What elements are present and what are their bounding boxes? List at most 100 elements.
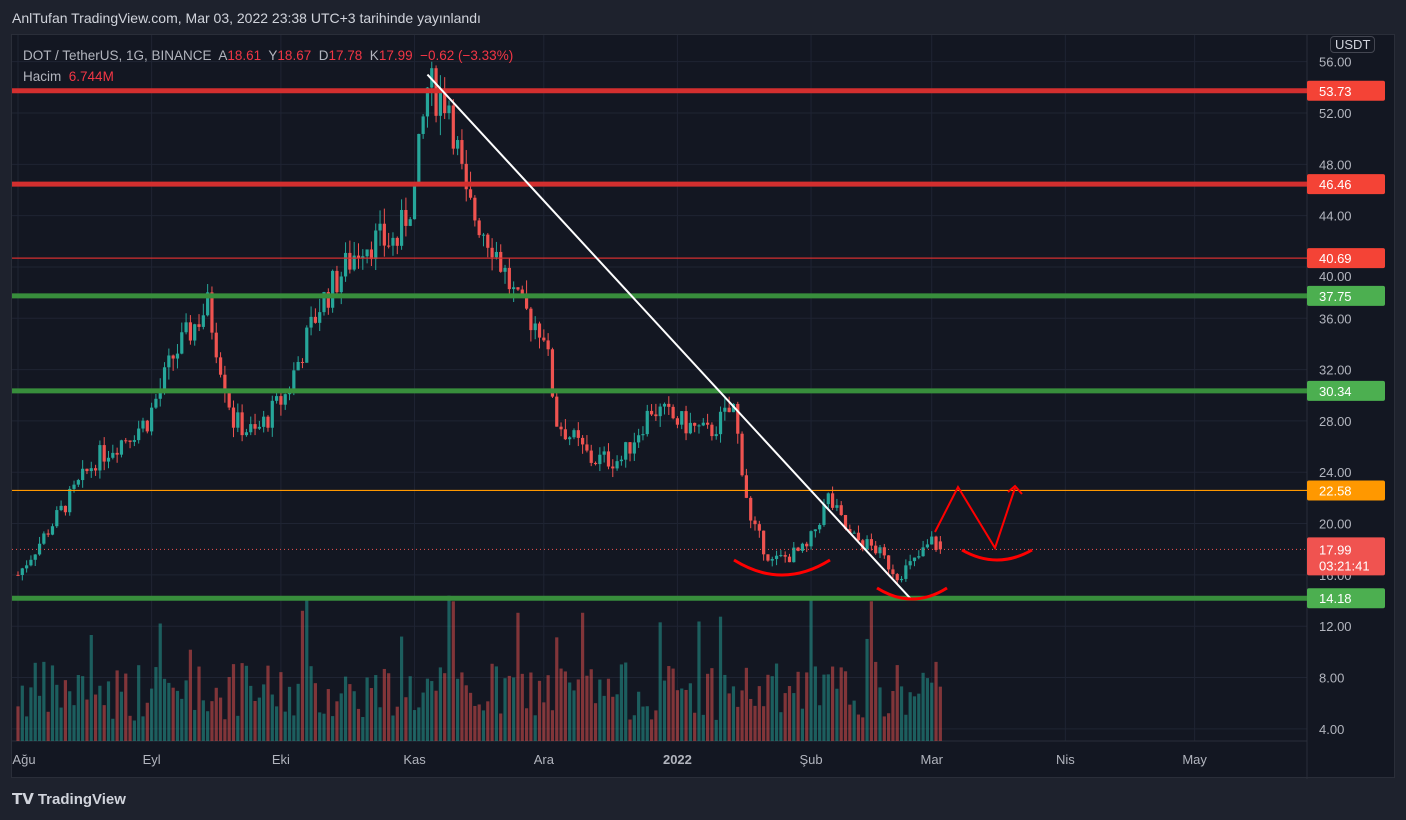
change-value: −0.62 (−3.33%) [420,48,514,63]
volume-bar [654,710,658,741]
volume-bar [305,600,309,741]
candle-body [89,468,93,472]
candle-body [50,526,55,535]
candle-body [318,312,322,323]
candle-body [412,183,417,220]
candle-body [826,493,830,505]
symbol-label[interactable]: DOT / TetherUS, 1G, BINANCE [23,48,212,63]
candle-body [55,510,59,527]
level-tag-label: 37.75 [1319,289,1352,304]
volume-bar [68,691,72,741]
open-value: 18.61 [227,48,262,63]
y-tick-label: 40.00 [1319,269,1352,284]
volume-bar [167,682,171,741]
volume-bar [572,690,576,741]
volume-bar [309,666,313,741]
candle-body [145,420,149,432]
volume-bar [214,687,218,741]
y-tick-label: 36.00 [1319,311,1352,326]
candle-body [305,327,309,363]
open-label: A [218,48,228,63]
volume-bar [175,690,180,741]
candle-body [231,407,236,428]
volume-bar [180,698,184,741]
volume-bar [425,678,430,741]
volume-bar [800,708,805,741]
volume-bar [279,672,283,741]
volume-bar [253,700,257,741]
candle-body [736,403,740,434]
volume-bar [848,704,852,741]
volume-bar [839,667,843,741]
tradingview-logo[interactable]: 𝗧𝗩 TradingView [12,790,126,809]
level-tag [1307,80,1385,101]
candle-body [637,435,641,443]
volume-bar [369,688,374,741]
trend-line [426,73,911,599]
candle-body [158,388,162,399]
candle-body [270,400,274,428]
volume-bar [887,713,891,741]
volume-bar [132,720,136,741]
volume-bar [899,686,904,741]
price-chart[interactable]: 56.00 52.00 48.00 44.00 40.00 36.00 32.00 28.00… [12,35,1396,779]
candle-body [856,532,861,541]
countdown-label: 03:21:41 [1319,558,1370,573]
arc-drawing [876,586,948,601]
volume-bar [89,634,93,741]
volume-bar [33,662,37,741]
volume-bar [563,671,567,741]
volume-bar [365,677,369,741]
volume-bar [568,682,572,741]
volume-bar [688,683,692,741]
volume-bar [218,697,223,741]
candle-body [477,220,481,236]
candle-body [895,574,899,581]
y-tick-label: 56.00 [1319,55,1352,70]
currency-button[interactable]: USDT [1330,36,1376,53]
candle-body [154,398,158,408]
volume-bar [576,679,580,741]
candle-body [800,543,805,551]
candle-body [805,543,809,547]
volume-bar [184,680,188,741]
candle-body [193,324,197,341]
candle-body [546,340,550,350]
candle-body [581,437,585,445]
candle-body [124,440,128,442]
volume-bar [115,670,119,741]
candle-body [925,544,930,548]
zigzag-projection [934,484,1023,551]
candle-body [408,219,412,226]
candle-body [753,520,757,525]
volume-bar [102,705,106,741]
volume-bar [438,667,442,741]
candle-body [456,140,460,149]
volume-bar [585,675,589,741]
logo-text: TradingView [37,790,126,808]
candle-body [98,445,102,471]
volume-label[interactable]: Hacim [23,69,62,84]
level-tag-label: 22.58 [1319,483,1352,498]
volume-bar [598,679,602,741]
volume-bar [206,711,210,741]
x-tick-label: Ara [534,752,555,767]
volume-bar [878,687,882,741]
volume-bar [59,707,63,741]
chart-frame[interactable]: 56.00 52.00 48.00 44.00 40.00 36.00 32.00 28.00… [11,34,1396,779]
volume-bar [266,665,270,741]
candle-body [861,540,865,550]
volume-bar [555,637,559,741]
volume-bar [412,710,417,741]
level-tag-label: 53.73 [1319,84,1352,99]
volume-bar [822,674,826,741]
volume-bar [287,686,292,741]
volume-bar [667,666,671,741]
volume-bar [481,710,486,741]
candle-body [649,410,654,415]
x-tick-label: Şub [799,752,822,767]
volume-bar [460,672,464,741]
volume-bar [270,694,274,741]
candle-body [628,442,632,454]
x-tick-label: May [1182,752,1207,767]
